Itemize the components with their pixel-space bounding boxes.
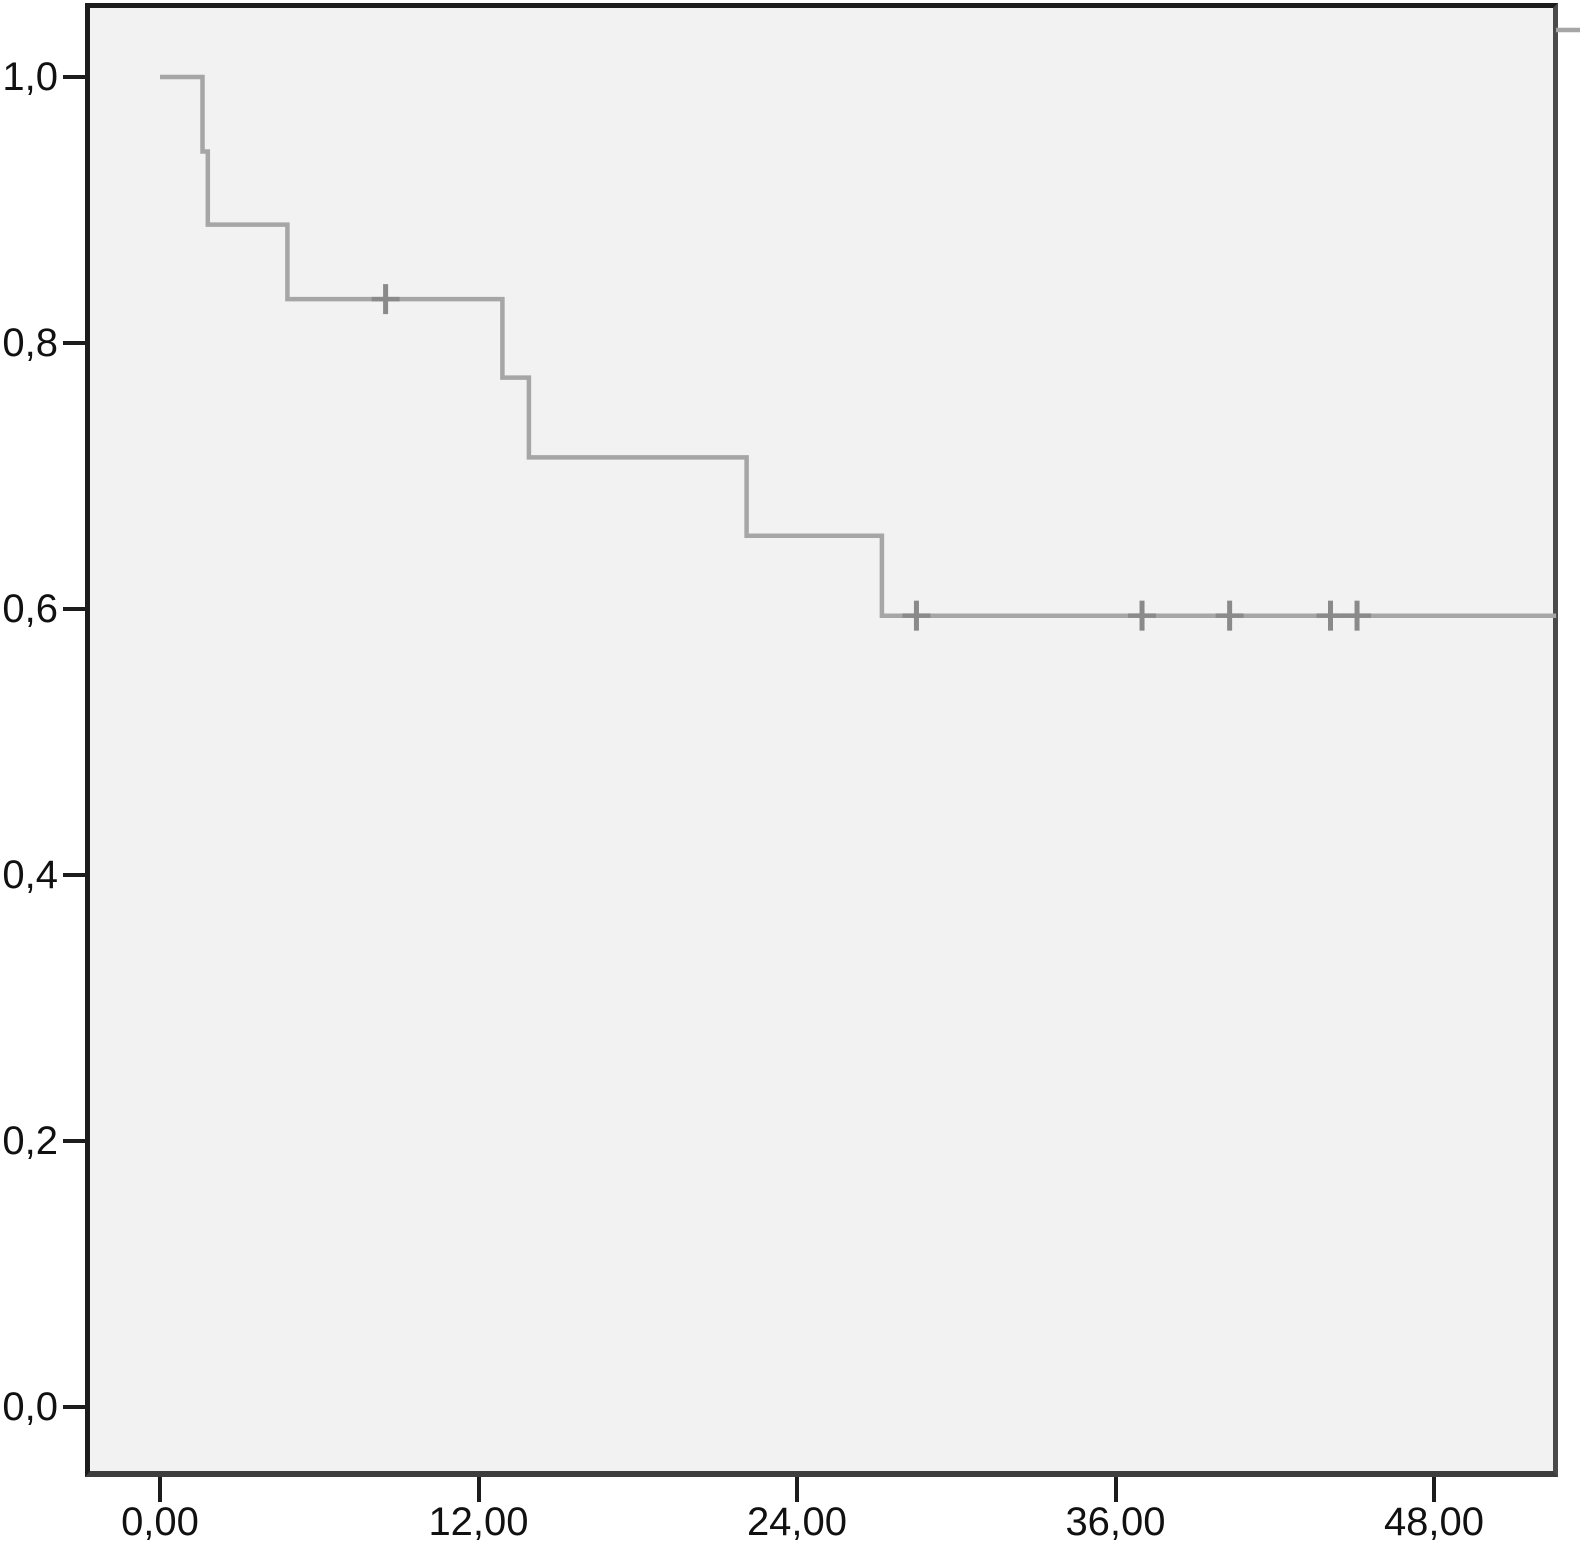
y-axis-tick <box>63 607 89 611</box>
y-axis-tick-label: 0,8 <box>2 321 58 365</box>
y-axis-tick <box>63 341 89 345</box>
x-axis-tick-label: 48,00 <box>1383 1500 1485 1544</box>
y-axis-tick <box>63 1139 89 1143</box>
x-axis-tick-label: 0,00 <box>121 1500 199 1544</box>
y-axis-tick-label: 0,2 <box>2 1119 58 1163</box>
y-axis-tick-label: 0,4 <box>2 853 58 897</box>
y-axis-tick-label: 1,0 <box>2 55 58 99</box>
x-axis-tick <box>158 1477 162 1502</box>
y-axis-tick <box>63 873 89 877</box>
y-axis-tick <box>63 1405 89 1409</box>
x-axis-tick <box>1432 1477 1436 1502</box>
y-axis-tick-label: 0,0 <box>2 1385 58 1429</box>
x-axis-tick-label: 36,00 <box>1065 1500 1166 1544</box>
plot-area <box>85 3 1558 1477</box>
x-axis-tick-label: 12,00 <box>428 1500 529 1544</box>
x-axis-tick <box>1113 1477 1118 1502</box>
y-axis-tick <box>63 75 89 79</box>
y-axis-tick-label: 0,6 <box>2 587 58 631</box>
x-axis-tick <box>795 1477 799 1502</box>
x-axis-tick <box>476 1477 481 1502</box>
x-axis-tick-label: 24,00 <box>746 1500 848 1544</box>
